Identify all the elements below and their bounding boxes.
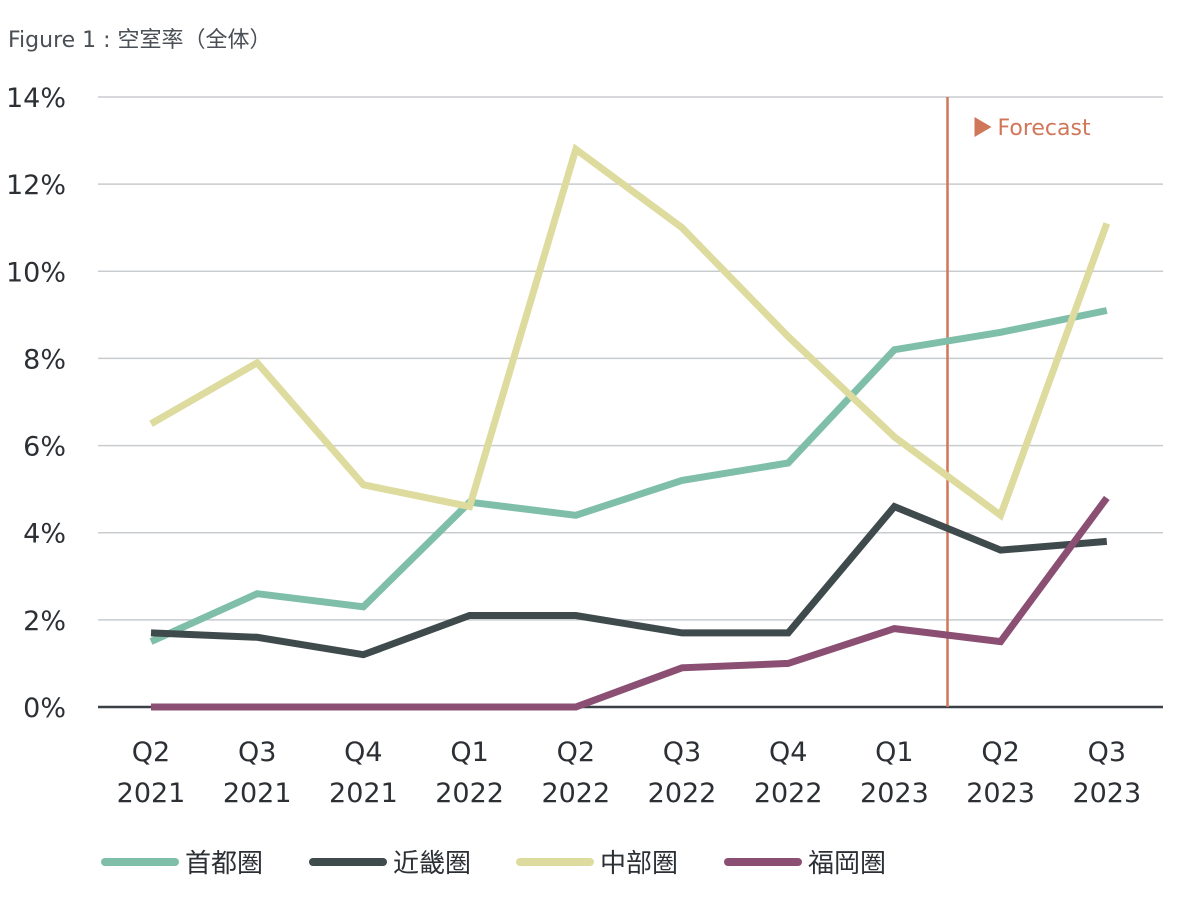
x-tick-label-quarter: Q3	[663, 737, 701, 768]
legend-label: 福岡圏	[808, 849, 886, 879]
series-line	[150, 502, 1108, 659]
x-tick-label-year: 2022	[754, 778, 823, 809]
y-tick-label: 10%	[6, 257, 66, 288]
forecast-marker-icon	[974, 117, 992, 137]
x-tick-label-quarter: Q1	[875, 737, 913, 768]
x-tick-label-quarter: Q3	[238, 737, 276, 768]
x-tick-label-quarter: Q3	[1088, 737, 1126, 768]
legend-label: 近畿圏	[393, 849, 471, 879]
x-tick-label-year: 2023	[860, 778, 929, 809]
x-tick-label-quarter: Q2	[132, 737, 170, 768]
series-line	[149, 307, 1108, 645]
x-tick-label-year: 2023	[966, 778, 1035, 809]
forecast-label: Forecast	[998, 116, 1091, 141]
y-tick-label: 12%	[6, 170, 66, 201]
y-tick-label: 4%	[23, 519, 66, 550]
x-tick-label-year: 2022	[648, 778, 717, 809]
x-tick-label-year: 2021	[223, 778, 292, 809]
y-tick-label: 14%	[6, 83, 66, 114]
figure-title: Figure 1 : 空室率（全体）	[8, 28, 272, 53]
x-tick-label-quarter: Q2	[557, 737, 595, 768]
series-line	[151, 495, 1110, 711]
legend-label: 中部圏	[600, 849, 678, 879]
x-tick-label-quarter: Q2	[981, 737, 1019, 768]
series-line	[149, 143, 1111, 521]
x-tick-label-quarter: Q4	[769, 737, 807, 768]
legend-label: 首都圏	[185, 849, 263, 879]
x-tick-label-year: 2022	[435, 778, 504, 809]
x-tick-label-quarter: Q1	[450, 737, 488, 768]
x-tick-label-quarter: Q4	[344, 737, 382, 768]
x-tick-label-year: 2023	[1072, 778, 1141, 809]
y-tick-label: 8%	[23, 344, 66, 375]
x-tick-label-year: 2021	[117, 778, 186, 809]
y-tick-label: 2%	[23, 606, 66, 637]
y-tick-label: 0%	[23, 693, 66, 724]
x-tick-label-year: 2021	[329, 778, 398, 809]
y-tick-label: 6%	[23, 432, 66, 463]
x-tick-label-year: 2022	[541, 778, 610, 809]
